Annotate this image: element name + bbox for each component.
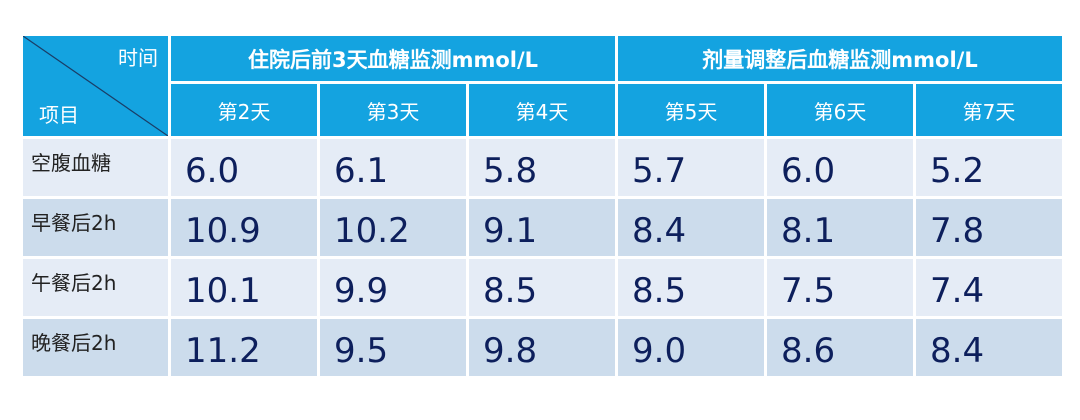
table-cell: 8.4 [618,199,764,256]
table-cell: 5.8 [469,139,615,196]
row-label: 晚餐后2h [23,319,168,376]
corner-header-cell: 时间 项目 [23,36,168,136]
table-cell: 6.0 [171,139,317,196]
table-cell: 9.8 [469,319,615,376]
table-cell: 6.0 [767,139,913,196]
table-cell: 9.5 [320,319,466,376]
table-cell: 9.9 [320,259,466,316]
table-cell: 8.5 [469,259,615,316]
table-cell: 9.1 [469,199,615,256]
day-header: 第2天 [171,84,317,136]
row-label: 早餐后2h [23,199,168,256]
table-row: 晚餐后2h 11.2 9.5 9.8 9.0 8.6 8.4 [23,319,1062,376]
table-cell: 5.7 [618,139,764,196]
table-cell: 8.1 [767,199,913,256]
day-header: 第3天 [320,84,466,136]
row-label: 空腹血糖 [23,139,168,196]
table-cell: 10.2 [320,199,466,256]
diagonal-divider [23,36,168,136]
group-header-after: 剂量调整后血糖监测mmol/L [618,36,1062,81]
row-label: 午餐后2h [23,259,168,316]
table-cell: 9.0 [618,319,764,376]
day-header: 第7天 [916,84,1062,136]
table-cell: 7.5 [767,259,913,316]
day-header: 第4天 [469,84,615,136]
table-cell: 7.4 [916,259,1062,316]
corner-time-label: 时间 [118,46,158,70]
table-cell: 10.9 [171,199,317,256]
table-cell: 5.2 [916,139,1062,196]
table-cell: 8.5 [618,259,764,316]
table-cell: 8.4 [916,319,1062,376]
glucose-table: 时间 项目 住院后前3天血糖监测mmol/L 剂量调整后血糖监测mmol/L 第… [20,33,1065,379]
day-header: 第5天 [618,84,764,136]
table-row: 空腹血糖 6.0 6.1 5.8 5.7 6.0 5.2 [23,139,1062,196]
corner-item-label: 项目 [39,103,79,127]
table-row: 早餐后2h 10.9 10.2 9.1 8.4 8.1 7.8 [23,199,1062,256]
table-cell: 6.1 [320,139,466,196]
day-header: 第6天 [767,84,913,136]
table-cell: 10.1 [171,259,317,316]
table-cell: 11.2 [171,319,317,376]
table-cell: 8.6 [767,319,913,376]
group-header-before: 住院后前3天血糖监测mmol/L [171,36,615,81]
table-row: 午餐后2h 10.1 9.9 8.5 8.5 7.5 7.4 [23,259,1062,316]
table-cell: 7.8 [916,199,1062,256]
